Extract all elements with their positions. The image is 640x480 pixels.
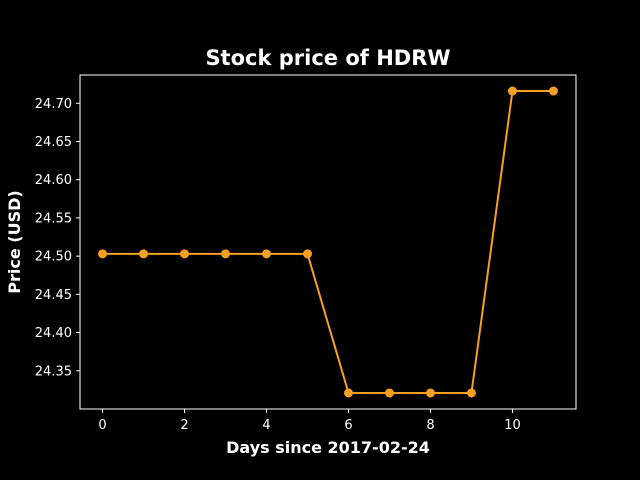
y-tick-label: 24.65	[35, 135, 72, 150]
y-tick-label: 24.40	[35, 326, 72, 341]
data-point	[548, 86, 558, 96]
y-tick-label: 24.45	[35, 288, 72, 303]
data-point	[507, 86, 517, 96]
data-point	[139, 249, 149, 259]
x-tick-label: 4	[262, 418, 270, 433]
data-point	[384, 388, 394, 398]
y-tick-label: 24.35	[35, 364, 72, 379]
plot-background	[80, 75, 576, 409]
data-point	[303, 249, 313, 259]
series-line	[102, 90, 554, 394]
x-tick-label: 10	[504, 418, 521, 433]
plot-frame	[79, 74, 577, 410]
x-tick-label: 6	[344, 418, 352, 433]
x-tick-label: 0	[98, 418, 106, 433]
y-tick-label: 24.70	[35, 97, 72, 112]
y-tick-label: 24.60	[35, 173, 72, 188]
y-tick-label: 24.50	[35, 250, 72, 265]
data-point	[180, 249, 190, 259]
y-axis-label: Price (USD)	[5, 190, 24, 293]
data-point	[425, 388, 435, 398]
data-point	[466, 388, 476, 398]
axis-ticks: 0 2 4 6 8 10 24.35 24.40 24.45 24.50 24.55 24.60 24.…	[35, 97, 521, 433]
data-series	[98, 86, 558, 398]
x-tick-label: 8	[426, 418, 434, 433]
y-tick-label: 24.55	[35, 211, 72, 226]
data-point	[98, 249, 108, 259]
data-point	[262, 249, 272, 259]
chart-title: Stock price of HDRW	[205, 46, 450, 70]
x-tick-label: 2	[180, 418, 188, 433]
data-point	[343, 388, 353, 398]
data-point	[221, 249, 231, 259]
x-axis-label: Days since 2017-02-24	[226, 438, 430, 457]
